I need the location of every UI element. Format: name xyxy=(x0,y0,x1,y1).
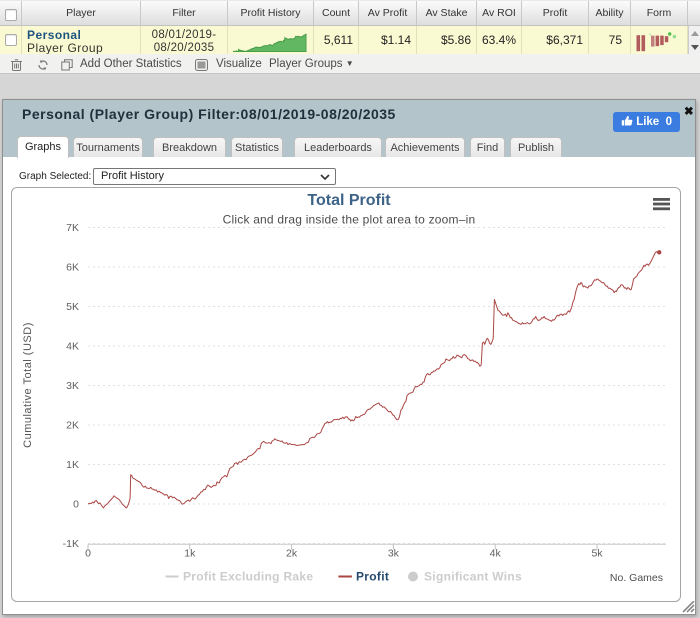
svg-text:1k: 1k xyxy=(184,548,196,560)
svg-text:0: 0 xyxy=(85,548,91,560)
svg-text:3k: 3k xyxy=(388,548,400,560)
svg-text:Total Profit: Total Profit xyxy=(307,192,391,209)
svg-text:4k: 4k xyxy=(490,548,502,560)
svg-text:1K: 1K xyxy=(66,459,79,471)
svg-text:Cumulative Total (USD): Cumulative Total (USD) xyxy=(22,322,34,448)
svg-text:-1K: -1K xyxy=(63,538,79,550)
svg-text:4K: 4K xyxy=(66,341,79,353)
svg-text:Click and drag inside the plot: Click and drag inside the plot area to z… xyxy=(223,213,476,227)
svg-text:5k: 5k xyxy=(591,548,603,560)
svg-text:Profit Excluding Rake: Profit Excluding Rake xyxy=(183,570,313,584)
svg-text:No. Games: No. Games xyxy=(610,572,663,584)
svg-text:0: 0 xyxy=(73,499,79,511)
svg-text:6K: 6K xyxy=(66,262,79,274)
svg-text:2K: 2K xyxy=(66,420,79,432)
svg-text:Significant Wins: Significant Wins xyxy=(424,570,522,584)
svg-text:Profit: Profit xyxy=(356,570,389,584)
svg-text:5K: 5K xyxy=(66,301,79,313)
svg-text:3K: 3K xyxy=(66,380,79,392)
svg-text:2k: 2k xyxy=(286,548,298,560)
svg-text:7K: 7K xyxy=(66,222,79,234)
